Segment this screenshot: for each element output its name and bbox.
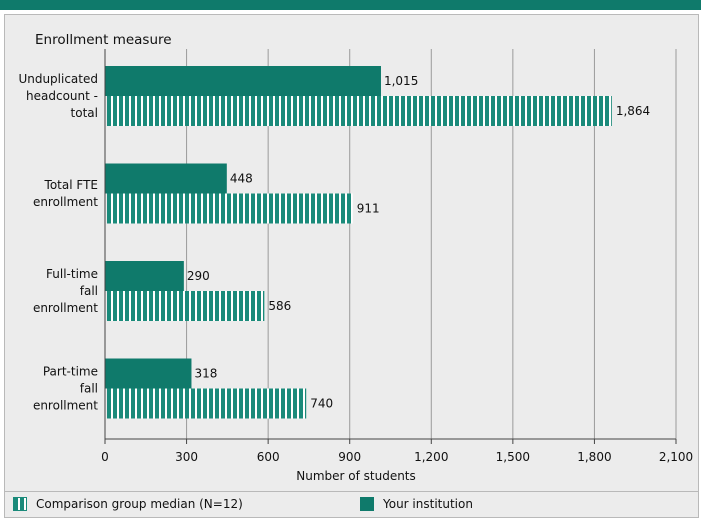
category-label-line: Total FTE <box>44 178 98 192</box>
data-label-your-institution: 318 <box>194 367 217 381</box>
x-tick-label: 2,100 <box>659 450 693 464</box>
category-label-line: Full-time <box>46 267 98 281</box>
chart-area: Enrollment measure 1,015 1,864 448 911 290 58… <box>4 14 699 492</box>
bar-your-institution <box>105 66 381 96</box>
chart-title: Enrollment measure <box>35 32 172 48</box>
category-label-line: enrollment <box>33 301 98 315</box>
data-label-your-institution: 290 <box>187 269 210 283</box>
category-label-line: total <box>71 106 98 120</box>
data-label-comparison-median: 586 <box>268 299 291 313</box>
category-label-line: enrollment <box>33 195 98 209</box>
x-tick-label: 300 <box>175 450 198 464</box>
legend-swatch-striped <box>13 497 27 511</box>
x-axis-label: Number of students <box>296 469 416 483</box>
bar-your-institution <box>105 358 192 389</box>
category-label-line: fall <box>80 284 98 298</box>
data-label-comparison-median: 740 <box>310 397 333 411</box>
x-tick-labels: 0 300 600 900 1,200 1,500 1,800 2,100 <box>101 450 693 464</box>
x-tick-label: 1,500 <box>496 450 530 464</box>
x-tick-label: 600 <box>257 450 280 464</box>
legend-swatch-solid <box>360 497 374 511</box>
bar-comparison-median <box>107 388 307 419</box>
category-label-line: headcount - <box>26 89 98 103</box>
data-label-comparison-median: 911 <box>357 202 380 216</box>
bars: 1,015 1,864 448 911 290 586 318 740 <box>105 66 650 419</box>
category-label-line: Part-time <box>43 365 98 379</box>
legend-label-institution: Your institution <box>383 497 473 511</box>
x-tick-label: 0 <box>101 450 109 464</box>
axes <box>104 49 677 444</box>
bar-your-institution <box>105 261 184 291</box>
category-label: Unduplicated headcount - total <box>18 72 98 120</box>
category-label-line: enrollment <box>33 399 98 413</box>
bar-your-institution <box>105 163 227 194</box>
bar-chart: Enrollment measure 1,015 1,864 448 911 290 58… <box>18 32 693 483</box>
category-labels: Unduplicated headcount - total Total FTE enr… <box>18 72 98 413</box>
category-label: Full-time fall enrollment <box>33 267 98 315</box>
bar-comparison-median <box>107 96 612 126</box>
category-label: Part-time fall enrollment <box>33 365 98 413</box>
bar-comparison-median <box>107 193 353 224</box>
legend-item-comparison: Comparison group median (N=12) <box>13 497 243 511</box>
x-tick-label: 1,800 <box>577 450 611 464</box>
legend-label-comparison: Comparison group median (N=12) <box>36 497 243 511</box>
category-label: Total FTE enrollment <box>33 178 98 209</box>
bar-comparison-median <box>107 291 265 321</box>
legend: Comparison group median (N=12) Your inst… <box>4 492 699 518</box>
category-label-line: fall <box>80 382 98 396</box>
data-label-your-institution: 1,015 <box>384 74 418 88</box>
data-label-your-institution: 448 <box>230 172 253 186</box>
x-tick-label: 1,200 <box>414 450 448 464</box>
legend-item-institution: Your institution <box>360 497 473 511</box>
header-bar <box>0 0 701 10</box>
category-label-line: Unduplicated <box>18 72 98 86</box>
data-label-comparison-median: 1,864 <box>616 104 650 118</box>
x-tick-label: 900 <box>338 450 361 464</box>
